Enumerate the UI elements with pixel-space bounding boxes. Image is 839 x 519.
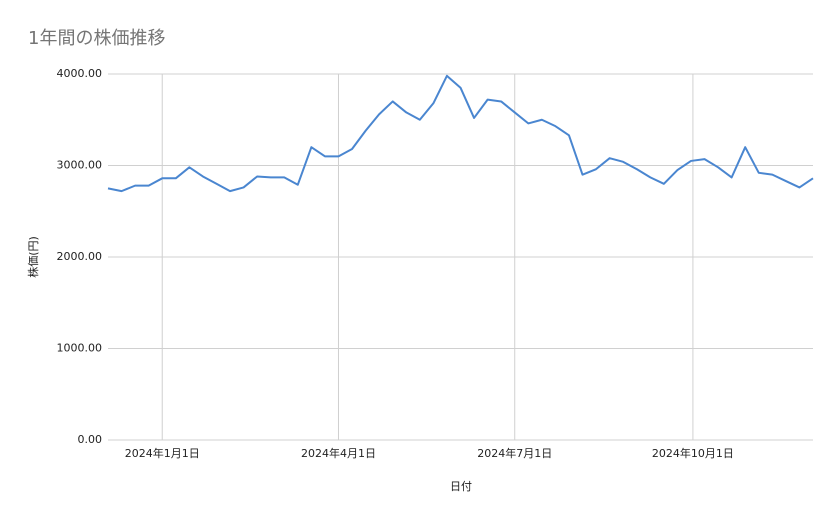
y-tick-label: 0.00 bbox=[78, 433, 103, 446]
x-tick-label: 2024年1月1日 bbox=[125, 446, 200, 460]
y-tick-label: 2000.00 bbox=[57, 250, 103, 263]
x-tick-label: 2024年10月1日 bbox=[652, 446, 734, 460]
y-tick-label: 3000.00 bbox=[57, 159, 103, 172]
x-tick-label: 2024年4月1日 bbox=[301, 446, 376, 460]
chart-title: 1年間の株価推移 bbox=[28, 28, 165, 49]
y-tick-label: 4000.00 bbox=[57, 67, 103, 80]
x-axis-label: 日付 bbox=[450, 480, 472, 493]
y-axis-label: 株価(円) bbox=[26, 236, 40, 278]
x-tick-label: 2024年7月1日 bbox=[477, 446, 552, 460]
y-tick-label: 1000.00 bbox=[57, 342, 103, 355]
data-line bbox=[107, 74, 814, 193]
